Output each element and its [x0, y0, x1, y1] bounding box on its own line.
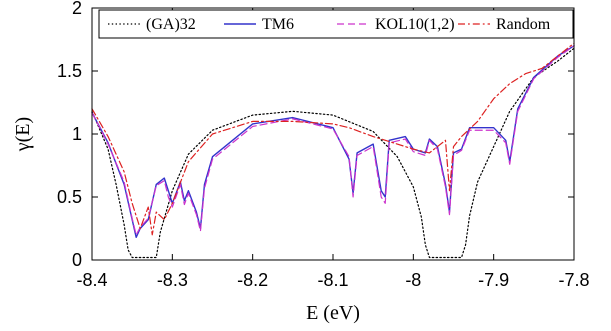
legend-layer: (GA)32 TM6 KOL10(1,2) Random — [98, 9, 574, 39]
y-tick-label-1: 0 — [72, 250, 82, 270]
labels-layer: -8.4 -8.3 -8.2 -8.1 -8 -7.9 -7.8 0 0.5 1 1.5 2 E (eV… — [12, 0, 590, 324]
y-tick-label-5: 2 — [72, 0, 82, 18]
x-axis-label: E (eV) — [306, 302, 360, 324]
x-tick-label-1: -8.4 — [76, 270, 107, 290]
series-line-3 — [91, 45, 575, 236]
series-line-1 — [91, 47, 575, 259]
x-tick-label-6: -7.9 — [478, 270, 509, 290]
series-line-4 — [91, 42, 575, 236]
y-tick-label-4: 1.5 — [57, 61, 82, 81]
x-tick-label-7: -7.8 — [558, 270, 589, 290]
x-tick-label-5: -8 — [405, 270, 421, 290]
x-tick-label-3: -8.2 — [237, 270, 268, 290]
y-tick-label-2: 0.5 — [57, 187, 82, 207]
plot-layer — [91, 42, 575, 259]
legend-label-3: KOL10(1,2) — [375, 16, 455, 33]
y-tick-label-3: 1 — [72, 124, 82, 144]
legend-label-1: (GA)32 — [146, 16, 196, 33]
series-line-2 — [91, 45, 575, 239]
x-tick-label-2: -8.3 — [157, 270, 188, 290]
legend-label-2: TM6 — [262, 16, 294, 33]
legend-box — [98, 9, 574, 39]
plot-frame — [91, 7, 575, 261]
axes-layer — [91, 7, 575, 261]
legend-label-4: Random — [496, 16, 551, 33]
y-axis-label: γ(E) — [12, 117, 34, 152]
x-tick-label-4: -8.1 — [317, 270, 348, 290]
